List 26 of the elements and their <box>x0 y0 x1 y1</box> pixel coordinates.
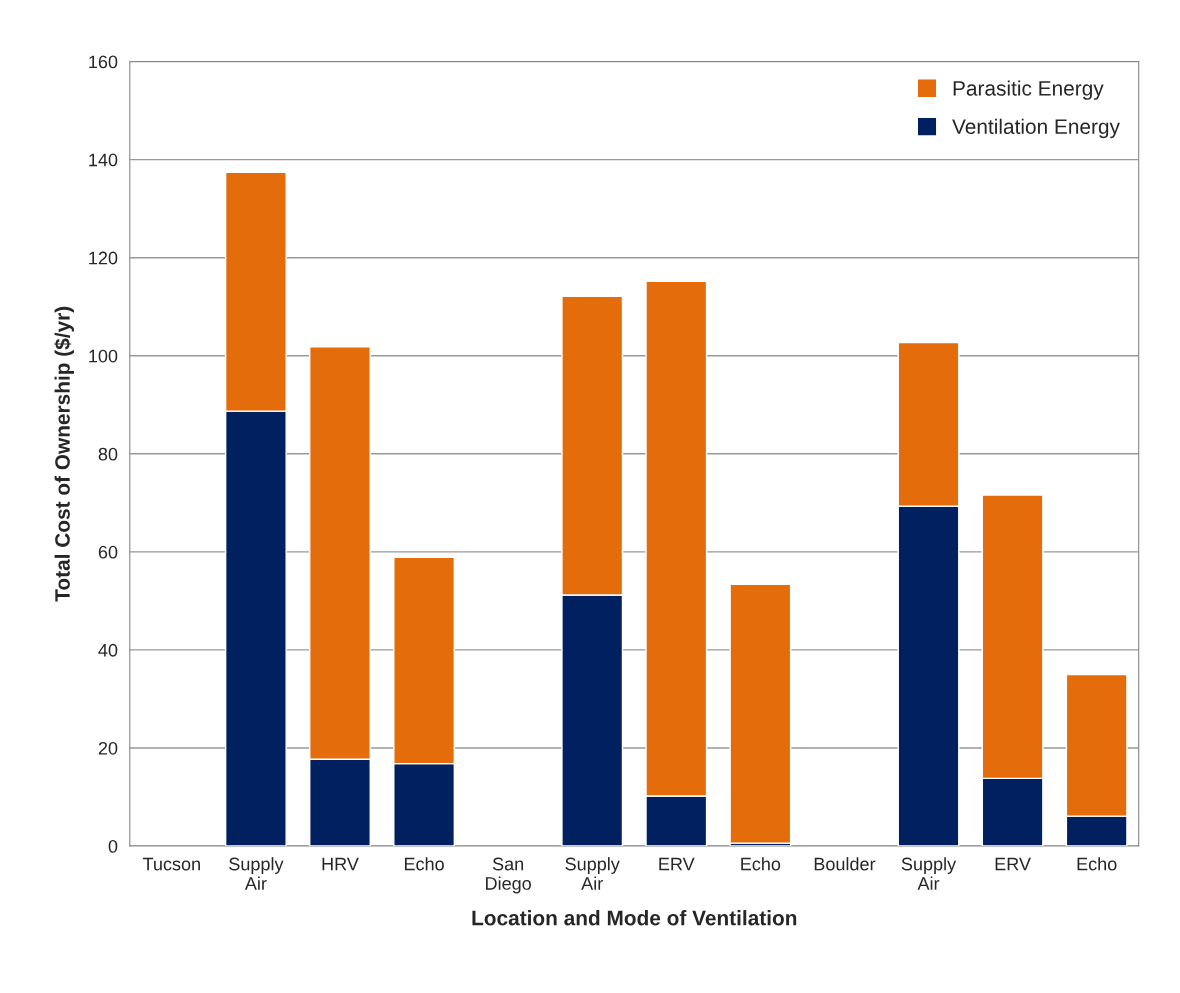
x-tick-label: San Diego <box>486 857 531 894</box>
x-tick-label: Tucson <box>142 857 200 871</box>
bar <box>729 583 792 844</box>
x-tick-label: ERV <box>995 857 1031 871</box>
x-tick-label: Supply Air <box>565 857 620 890</box>
y-tick-label: 140 <box>89 153 118 167</box>
x-tick-label: Echo <box>404 857 444 871</box>
x-tick-label: ERV <box>659 857 695 871</box>
y-tick-label: 80 <box>98 447 118 461</box>
y-tick-label: 40 <box>98 643 118 657</box>
legend-label: Parasitic Energy <box>953 80 1104 100</box>
y-tick-label: 0 <box>108 839 118 853</box>
x-tick-label: Echo <box>741 857 781 871</box>
y-axis-title: Total Cost of Ownership ($/yr) <box>54 306 74 602</box>
y-tick-label: 20 <box>98 741 118 755</box>
x-tick-label: Supply Air <box>229 857 284 890</box>
x-tick-label: Echo <box>1077 857 1117 871</box>
y-tick-label: 160 <box>89 55 118 69</box>
y-tick-label: 120 <box>89 251 118 265</box>
legend-label: Ventilation Energy <box>952 118 1120 139</box>
y-tick-label: 100 <box>89 349 118 363</box>
x-tick-label: Boulder <box>814 857 876 871</box>
x-axis-title: Location and Mode of Ventilation <box>472 910 797 926</box>
x-tick-label: Supply Air <box>901 857 957 890</box>
y-tick-label: 60 <box>98 545 118 559</box>
x-tick-label: HRV <box>322 857 359 871</box>
